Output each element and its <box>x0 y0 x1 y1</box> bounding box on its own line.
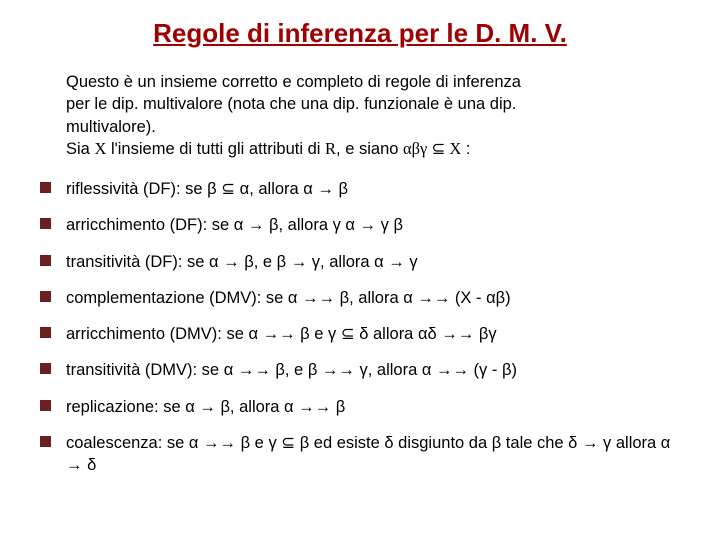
intro-paragraph: Questo è un insieme corretto e completo … <box>66 71 680 160</box>
rule-item: transitività (DMV): se α →→ β, e β →→ γ,… <box>40 359 680 381</box>
slide-container: Regole di inferenza per le D. M. V. Ques… <box>0 0 720 510</box>
slide-title: Regole di inferenza per le D. M. V. <box>40 18 680 49</box>
rule-item: coalescenza: se α →→ β e γ ⊆ β ed esiste… <box>40 432 680 477</box>
rule-item: complementazione (DMV): se α →→ β, allor… <box>40 287 680 309</box>
rule-item: riflessività (DF): se β ⊆ α, allora α → … <box>40 178 680 200</box>
rule-item: transitività (DF): se α → β, e β → γ, al… <box>40 251 680 273</box>
rule-item: arricchimento (DMV): se α →→ β e γ ⊆ δ a… <box>40 323 680 345</box>
rules-list: riflessività (DF): se β ⊆ α, allora α → … <box>40 178 680 476</box>
rule-item: arricchimento (DF): se α → β, allora γ α… <box>40 214 680 236</box>
rule-item: replicazione: se α → β, allora α →→ β <box>40 396 680 418</box>
